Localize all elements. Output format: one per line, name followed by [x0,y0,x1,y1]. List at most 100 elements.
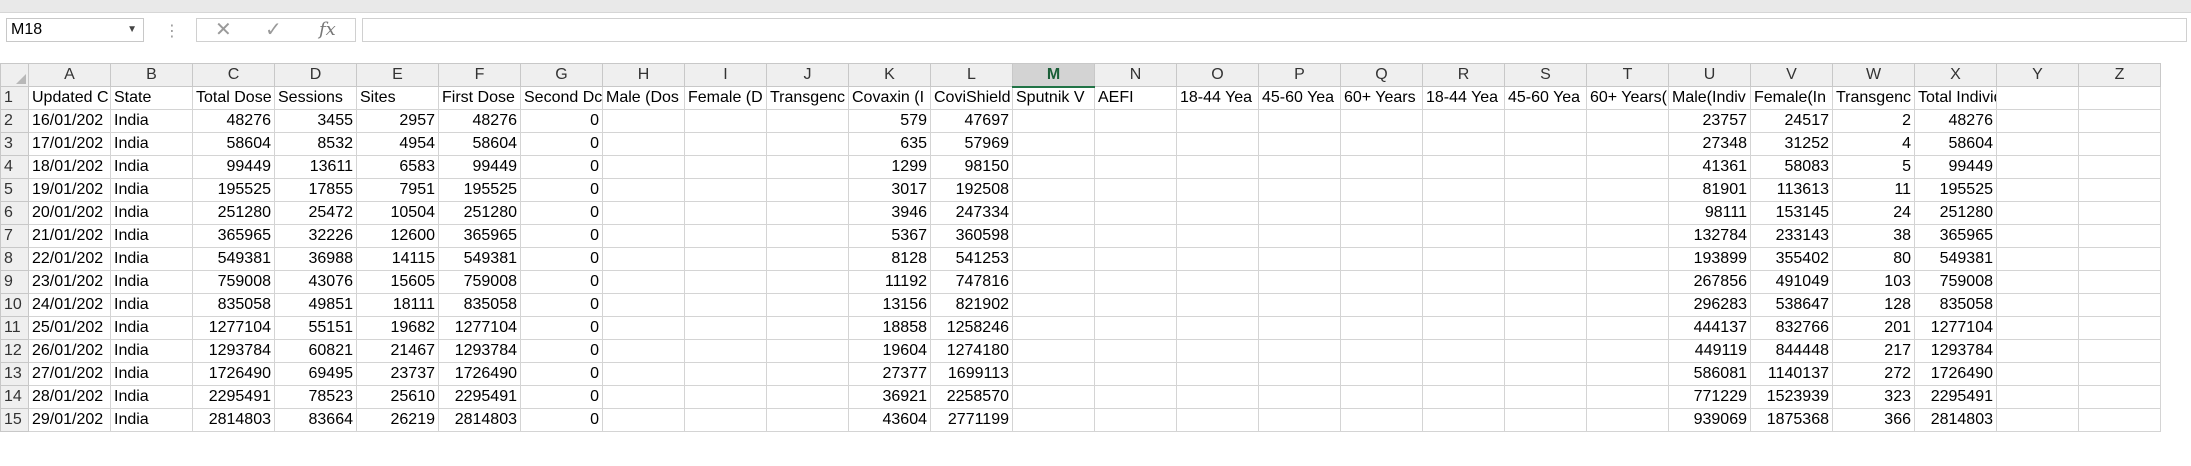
cell-s11[interactable] [1504,316,1587,340]
cell-g2[interactable]: 0 [520,109,603,133]
cell-b6[interactable]: India [110,201,193,225]
cell-w14[interactable]: 323 [1832,385,1915,409]
formula-input[interactable] [362,18,2187,42]
cell-s12[interactable] [1504,339,1587,363]
cell-b14[interactable]: India [110,385,193,409]
cell-g1[interactable]: Second Dc [520,86,603,110]
cell-a15[interactable]: 29/01/202 [28,408,111,432]
cell-l2[interactable]: 47697 [930,109,1013,133]
cell-d4[interactable]: 13611 [274,155,357,179]
row-header[interactable]: 9 [0,270,29,294]
cell-q11[interactable] [1340,316,1423,340]
cell-u11[interactable]: 444137 [1668,316,1751,340]
cell-b8[interactable]: India [110,247,193,271]
cell-n15[interactable] [1094,408,1177,432]
cell-v8[interactable]: 355402 [1750,247,1833,271]
cell-o12[interactable] [1176,339,1259,363]
cell-n6[interactable] [1094,201,1177,225]
cell-e2[interactable]: 2957 [356,109,439,133]
cell-u14[interactable]: 771229 [1668,385,1751,409]
cell-e11[interactable]: 19682 [356,316,439,340]
cell-x13[interactable]: 1726490 [1914,362,1997,386]
cell-s1[interactable]: 45-60 Yea [1504,86,1587,110]
row-header[interactable]: 11 [0,316,29,340]
cell-s9[interactable] [1504,270,1587,294]
cell-n3[interactable] [1094,132,1177,156]
column-header-s[interactable]: S [1504,63,1587,87]
cell-f6[interactable]: 251280 [438,201,521,225]
cell-y9[interactable] [1996,270,2079,294]
cell-w11[interactable]: 201 [1832,316,1915,340]
cell-s6[interactable] [1504,201,1587,225]
cell-y7[interactable] [1996,224,2079,248]
cell-q10[interactable] [1340,293,1423,317]
cell-e13[interactable]: 23737 [356,362,439,386]
cell-v10[interactable]: 538647 [1750,293,1833,317]
cell-h2[interactable] [602,109,685,133]
cell-k9[interactable]: 11192 [848,270,931,294]
row-header[interactable]: 15 [0,408,29,432]
cell-o1[interactable]: 18-44 Yea [1176,86,1259,110]
cell-q2[interactable] [1340,109,1423,133]
column-header-v[interactable]: V [1750,63,1833,87]
cell-m5[interactable] [1012,178,1095,202]
cell-r1[interactable]: 18-44 Yea [1422,86,1505,110]
name-box[interactable]: M18 ▼ [6,18,144,42]
cell-f14[interactable]: 2295491 [438,385,521,409]
cell-l1[interactable]: CoviShield [930,86,1013,110]
cell-z15[interactable] [2078,408,2161,432]
cell-t9[interactable] [1586,270,1669,294]
cell-x3[interactable]: 58604 [1914,132,1997,156]
column-header-u[interactable]: U [1668,63,1751,87]
cell-a5[interactable]: 19/01/202 [28,178,111,202]
cell-v5[interactable]: 113613 [1750,178,1833,202]
cell-x4[interactable]: 99449 [1914,155,1997,179]
column-header-m[interactable]: M [1012,63,1095,88]
cell-r10[interactable] [1422,293,1505,317]
cell-n1[interactable]: AEFI [1094,86,1177,110]
cell-a3[interactable]: 17/01/202 [28,132,111,156]
cell-e12[interactable]: 21467 [356,339,439,363]
cell-x2[interactable]: 48276 [1914,109,1997,133]
cell-s7[interactable] [1504,224,1587,248]
cell-f11[interactable]: 1277104 [438,316,521,340]
cell-m13[interactable] [1012,362,1095,386]
cell-h10[interactable] [602,293,685,317]
cell-n8[interactable] [1094,247,1177,271]
column-header-q[interactable]: Q [1340,63,1423,87]
cell-b2[interactable]: India [110,109,193,133]
cell-d10[interactable]: 49851 [274,293,357,317]
cell-g15[interactable]: 0 [520,408,603,432]
cell-k6[interactable]: 3946 [848,201,931,225]
cell-y10[interactable] [1996,293,2079,317]
cell-l13[interactable]: 1699113 [930,362,1013,386]
cell-a7[interactable]: 21/01/202 [28,224,111,248]
column-header-h[interactable]: H [602,63,685,87]
cell-t6[interactable] [1586,201,1669,225]
cell-s13[interactable] [1504,362,1587,386]
column-header-p[interactable]: P [1258,63,1341,87]
cell-d14[interactable]: 78523 [274,385,357,409]
cell-l8[interactable]: 541253 [930,247,1013,271]
cell-e15[interactable]: 26219 [356,408,439,432]
cell-p8[interactable] [1258,247,1341,271]
cell-c7[interactable]: 365965 [192,224,275,248]
cell-c5[interactable]: 195525 [192,178,275,202]
cell-o9[interactable] [1176,270,1259,294]
cell-h3[interactable] [602,132,685,156]
cell-u13[interactable]: 586081 [1668,362,1751,386]
cell-f3[interactable]: 58604 [438,132,521,156]
cell-c14[interactable]: 2295491 [192,385,275,409]
cell-o4[interactable] [1176,155,1259,179]
cell-f15[interactable]: 2814803 [438,408,521,432]
cell-t10[interactable] [1586,293,1669,317]
cell-n11[interactable] [1094,316,1177,340]
cell-c2[interactable]: 48276 [192,109,275,133]
cell-t15[interactable] [1586,408,1669,432]
cell-o15[interactable] [1176,408,1259,432]
cell-p6[interactable] [1258,201,1341,225]
cell-m1[interactable]: Sputnik V [1012,86,1095,110]
cell-j12[interactable] [766,339,849,363]
cell-z4[interactable] [2078,155,2161,179]
cell-x11[interactable]: 1277104 [1914,316,1997,340]
